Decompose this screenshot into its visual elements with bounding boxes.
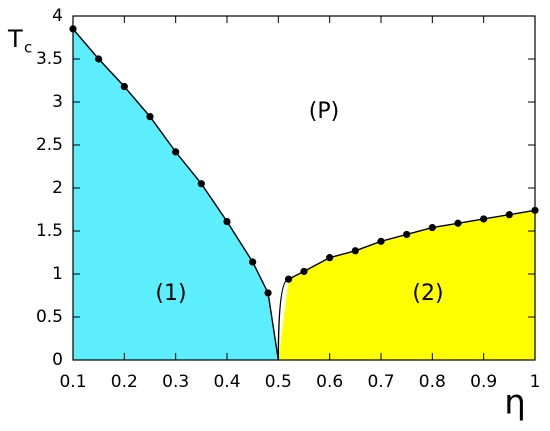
data-point [403,230,411,239]
data-point [197,180,205,188]
x-tick-label: 0.3 [162,372,189,392]
data-point [480,215,488,223]
data-point [120,82,128,91]
phase-region [278,210,535,360]
data-point [264,289,272,297]
y-tick-label: 0 [52,350,63,370]
x-tick-label: 0.9 [470,372,497,392]
data-point [377,237,385,245]
data-point [351,247,359,255]
y-tick-label: 3 [52,92,63,112]
y-tick-label: 1.5 [36,221,63,241]
data-point [223,217,231,226]
y-tick-label: 2 [52,178,63,198]
y-axis-label-subscript: c [24,39,32,57]
x-tick-label: 0.2 [111,372,138,392]
data-point [95,55,103,63]
x-tick-label: 0.5 [265,372,292,392]
x-axis-label: η [504,383,526,423]
y-tick-label: 1 [52,264,63,284]
data-point [505,211,513,219]
data-point [300,267,308,276]
data-point [428,223,436,232]
x-tick-label: 0.7 [367,372,394,392]
y-tick-label: 3.5 [36,49,63,69]
x-tick-label: 0.6 [316,372,343,392]
data-point [454,219,462,227]
region-label: (P) [309,99,339,124]
y-tick-label: 2.5 [36,135,63,155]
phase-boundary [72,28,280,361]
data-point [249,258,257,266]
y-tick-label: 4 [52,6,63,26]
phase-region [73,28,279,361]
y-axis-label: T [7,25,23,53]
x-tick-label: 1 [530,372,541,392]
data-point [285,275,293,283]
data-point [146,113,154,121]
y-tick-label: 0.5 [36,307,63,327]
region-label: (1) [155,281,186,306]
region-label: (2) [412,281,443,306]
data-point [326,254,334,262]
x-tick-label: 0.8 [419,372,446,392]
data-point [172,148,180,156]
x-tick-label: 0.4 [213,372,240,392]
x-tick-label: 0.1 [59,372,86,392]
